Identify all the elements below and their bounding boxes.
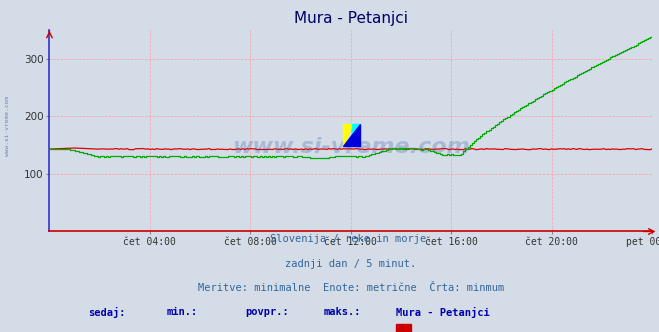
Title: Mura - Petanjci: Mura - Petanjci (294, 11, 408, 26)
Text: min.:: min.: (167, 307, 198, 317)
Text: www.si-vreme.com: www.si-vreme.com (5, 96, 11, 156)
Text: Slovenija / reke in morje.: Slovenija / reke in morje. (270, 234, 432, 244)
Text: Mura - Petanjci: Mura - Petanjci (396, 307, 490, 318)
Text: povpr.:: povpr.: (245, 307, 289, 317)
Bar (396, 324, 411, 332)
Polygon shape (343, 124, 351, 146)
Text: sedaj:: sedaj: (88, 307, 126, 318)
Text: Meritve: minimalne  Enote: metrične  Črta: minmum: Meritve: minimalne Enote: metrične Črta:… (198, 283, 504, 293)
Polygon shape (351, 124, 360, 146)
Text: maks.:: maks.: (324, 307, 361, 317)
Text: www.si-vreme.com: www.si-vreme.com (232, 137, 470, 157)
Polygon shape (343, 124, 360, 146)
Text: zadnji dan / 5 minut.: zadnji dan / 5 minut. (285, 259, 416, 269)
